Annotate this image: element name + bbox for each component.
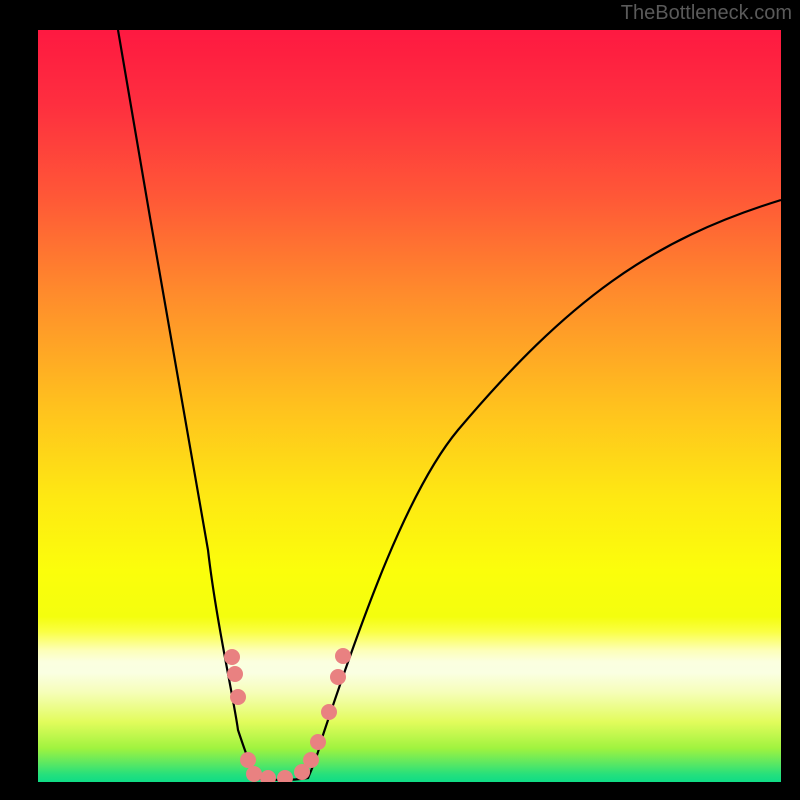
data-marker [224, 649, 240, 665]
data-marker [260, 770, 276, 782]
data-marker [230, 689, 246, 705]
data-marker [277, 770, 293, 782]
plot-area [38, 30, 781, 782]
bottleneck-curve [118, 30, 781, 780]
data-marker [310, 734, 326, 750]
data-marker [240, 752, 256, 768]
chart-svg [38, 30, 781, 782]
data-marker [303, 752, 319, 768]
attribution-label: TheBottleneck.com [621, 2, 792, 25]
data-marker [335, 648, 351, 664]
data-marker [330, 669, 346, 685]
data-marker [321, 704, 337, 720]
data-marker [246, 766, 262, 782]
data-marker [227, 666, 243, 682]
